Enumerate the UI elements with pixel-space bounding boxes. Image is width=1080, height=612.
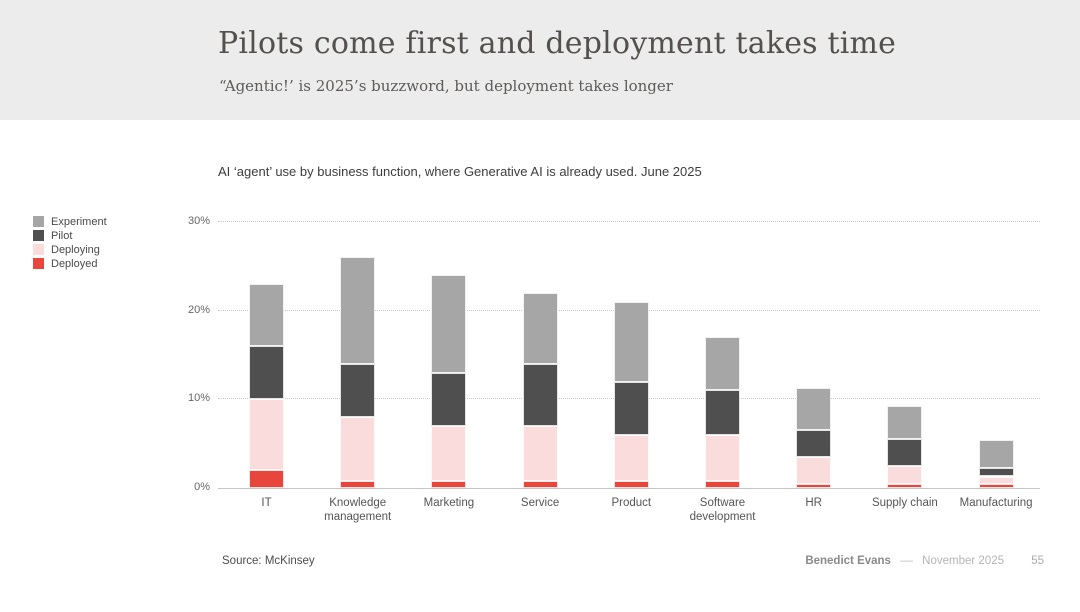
chart-title: AI ‘agent’ use by business function, whe…	[218, 164, 702, 179]
x-axis-label-it: IT	[261, 497, 272, 509]
legend-label-deploying: Deploying	[51, 243, 100, 256]
legend-swatch-experiment	[33, 216, 44, 228]
bar-segment-deployed-product	[613, 480, 649, 488]
bar-segment-deploying-knowledge-management	[340, 417, 376, 481]
bar-segment-pilot-manufacturing	[978, 467, 1014, 477]
bar-segment-pilot-marketing	[431, 372, 467, 426]
bar-segment-experiment-service	[522, 292, 558, 364]
slide-subtitle: “Agentic!’ is 2025’s buzzword, but deplo…	[219, 77, 673, 95]
bar-segment-deploying-software-development	[705, 434, 740, 481]
bar-segment-experiment-product	[613, 301, 649, 382]
gridline-30%	[218, 221, 1040, 222]
bar-segment-pilot-knowledge-management	[340, 363, 376, 418]
bar-product	[613, 222, 649, 488]
bar-knowledge-management	[340, 222, 376, 488]
bar-hr	[796, 222, 832, 488]
footer-credit: Benedict Evans –– November 2025 55	[805, 555, 1044, 567]
bar-segment-pilot-it	[249, 346, 284, 400]
y-axis-tick-20%: 20%	[187, 303, 210, 316]
bar-segment-deploying-it	[249, 399, 284, 471]
bar-segment-deployed-marketing	[431, 480, 467, 488]
legend-item-pilot: Pilot	[33, 229, 107, 243]
y-axis-tick-30%: 30%	[187, 215, 210, 227]
legend-item-deployed: Deployed	[33, 257, 107, 271]
legend-item-experiment: Experiment	[33, 215, 107, 229]
x-axis-label-service: Service	[520, 497, 560, 509]
bar-segment-deploying-hr	[796, 456, 832, 485]
bar-segment-deployed-supply-chain	[887, 484, 923, 488]
bar-segment-pilot-service	[522, 363, 558, 426]
bar-manufacturing	[978, 222, 1014, 488]
legend-swatch-pilot	[33, 230, 44, 242]
bar-segment-deploying-product	[613, 434, 649, 481]
x-axis-label-supply-chain: Supply chain	[871, 497, 938, 509]
bar-segment-deployed-knowledge-management	[340, 480, 376, 488]
legend-swatch-deploying	[33, 244, 44, 256]
bar-service	[522, 222, 558, 488]
bar-segment-deploying-manufacturing	[978, 476, 1014, 485]
bar-segment-deployed-manufacturing	[978, 484, 1014, 488]
header-band: Pilots come first and deployment takes t…	[0, 0, 1080, 120]
bar-segment-deployed-software-development	[705, 480, 740, 488]
slide-title: Pilots come first and deployment takes t…	[218, 26, 897, 61]
legend-label-deployed: Deployed	[51, 257, 98, 270]
bar-segment-deploying-supply-chain	[887, 465, 923, 485]
chart-legend: Experiment Pilot Deploying Deployed	[33, 215, 107, 271]
x-axis-label-marketing: Marketing	[423, 497, 475, 509]
bar-segment-experiment-hr	[796, 387, 832, 431]
bar-software-development	[705, 222, 740, 488]
bar-marketing	[431, 222, 467, 488]
bar-segment-pilot-hr	[796, 430, 832, 457]
bar-segment-experiment-supply-chain	[887, 405, 923, 440]
x-axis-label-software-development: Software development	[689, 497, 756, 523]
source-label: Source: McKinsey	[222, 555, 315, 567]
x-axis-label-manufacturing: Manufacturing	[959, 497, 1033, 509]
page-number: 55	[1031, 555, 1044, 567]
bar-segment-experiment-it	[249, 284, 284, 347]
bar-segment-experiment-marketing	[431, 275, 467, 373]
bar-it	[249, 222, 284, 488]
x-axis-label-hr: HR	[805, 497, 822, 509]
bar-segment-experiment-knowledge-management	[340, 257, 376, 364]
legend-label-experiment: Experiment	[51, 215, 107, 228]
y-axis-tick-0%: 0%	[194, 481, 210, 493]
footer-date: November 2025	[922, 555, 1004, 567]
bar-supply-chain	[887, 222, 923, 488]
bar-segment-deployed-it	[249, 470, 284, 488]
plot-area: 0% 10% 20% 30% IT Knowledge management Marketi…	[188, 215, 1040, 523]
footer-separator: ––	[900, 555, 913, 567]
legend-swatch-deployed	[33, 258, 44, 270]
x-axis-label-knowledge-management: Knowledge management	[324, 497, 392, 523]
bar-segment-deployed-service	[522, 480, 558, 488]
x-axis-label-product: Product	[611, 497, 652, 509]
bar-segment-experiment-manufacturing	[978, 440, 1014, 468]
bar-segment-deployed-hr	[796, 484, 832, 488]
bar-segment-deploying-marketing	[431, 425, 467, 481]
bar-segment-pilot-product	[613, 381, 649, 435]
legend-item-deploying: Deploying	[33, 243, 107, 257]
footer-author: Benedict Evans	[805, 555, 891, 567]
bar-segment-experiment-software-development	[705, 337, 740, 391]
bar-segment-deploying-service	[522, 425, 558, 481]
bar-segment-pilot-software-development	[705, 390, 740, 435]
x-axis-line	[218, 488, 1040, 489]
legend-label-pilot: Pilot	[51, 229, 73, 242]
bar-segment-pilot-supply-chain	[887, 439, 923, 466]
y-axis-tick-10%: 10%	[187, 392, 210, 405]
